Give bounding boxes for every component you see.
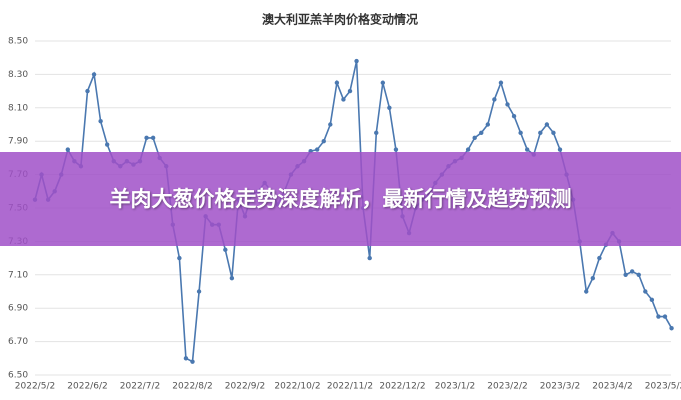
price-point xyxy=(505,102,510,107)
y-tick-label: 7.90 xyxy=(8,137,28,147)
price-point xyxy=(380,80,386,85)
price-point xyxy=(190,359,195,364)
price-point xyxy=(465,147,471,152)
x-tick-label: 2022/6/2 xyxy=(67,382,107,392)
price-point xyxy=(85,88,90,94)
price-point xyxy=(177,255,182,261)
banner-title: 羊肉大葱价格走势深度解析，最新行情及趋势预测 xyxy=(109,187,572,211)
price-point xyxy=(649,297,655,303)
y-tick-label: 6.70 xyxy=(8,337,28,347)
price-point xyxy=(328,122,333,127)
price-point xyxy=(387,105,392,111)
price-point xyxy=(354,58,359,64)
x-tick-label: 2022/8/2 xyxy=(172,382,212,392)
price-point xyxy=(557,147,563,152)
price-point xyxy=(472,135,477,141)
y-tick-label: 6.90 xyxy=(8,304,28,314)
chart-title: 澳大利亚羔羊肉价格变动情况 xyxy=(262,12,418,27)
price-point xyxy=(656,314,661,319)
y-tick-label: 8.30 xyxy=(8,70,28,80)
price-point xyxy=(104,142,110,147)
x-tick-label: 2023/2/2 xyxy=(487,382,527,392)
x-tick-label: 2023/1/2 xyxy=(435,382,475,392)
price-point xyxy=(492,97,497,102)
price-point xyxy=(91,72,97,77)
price-point xyxy=(623,272,628,277)
price-point xyxy=(662,314,668,319)
x-tick-label: 2022/7/2 xyxy=(120,382,160,392)
price-point xyxy=(223,247,228,252)
price-point xyxy=(144,135,149,141)
price-point xyxy=(524,147,530,152)
price-point xyxy=(65,147,71,152)
price-point xyxy=(544,122,550,127)
y-tick-label: 6.50 xyxy=(8,371,28,381)
x-tick-label: 2022/9/2 xyxy=(225,382,265,392)
price-point xyxy=(374,130,379,136)
price-point xyxy=(229,275,235,281)
price-point xyxy=(636,272,641,277)
price-point xyxy=(341,97,346,102)
price-point xyxy=(590,275,596,281)
y-tick-label: 7.10 xyxy=(8,270,28,280)
price-point xyxy=(334,80,340,85)
price-point xyxy=(538,130,543,136)
price-point xyxy=(98,118,103,124)
price-point xyxy=(643,289,648,294)
x-tick-label: 2023/3/2 xyxy=(540,382,580,392)
price-point xyxy=(479,130,484,136)
price-point xyxy=(597,255,602,261)
x-tick-label: 2023/5/2 xyxy=(645,382,681,392)
x-tick-label: 2023/4/2 xyxy=(592,382,632,392)
y-tick-label: 8.10 xyxy=(8,103,28,113)
price-point xyxy=(629,269,635,274)
price-point xyxy=(485,122,491,127)
x-tick-label: 2022/12/2 xyxy=(379,382,425,392)
x-tick-label: 2022/11/2 xyxy=(327,382,373,392)
price-point xyxy=(196,289,202,294)
x-tick-label: 2022/5/2 xyxy=(15,382,55,392)
price-point xyxy=(669,326,674,331)
banner: 羊肉大葱价格走势深度解析，最新行情及趋势预测 xyxy=(0,152,681,246)
price-point xyxy=(511,113,517,119)
price-point xyxy=(393,147,399,152)
price-point xyxy=(518,130,523,136)
x-tick-label: 2022/10/2 xyxy=(274,382,320,392)
price-point xyxy=(183,356,189,361)
price-point xyxy=(347,88,353,94)
price-point xyxy=(584,289,589,294)
price-point xyxy=(314,147,320,152)
price-point xyxy=(150,135,156,141)
price-point xyxy=(498,80,504,85)
y-tick-label: 8.50 xyxy=(8,37,28,47)
price-point xyxy=(367,255,372,261)
price-point xyxy=(551,130,556,136)
price-point xyxy=(321,139,326,144)
